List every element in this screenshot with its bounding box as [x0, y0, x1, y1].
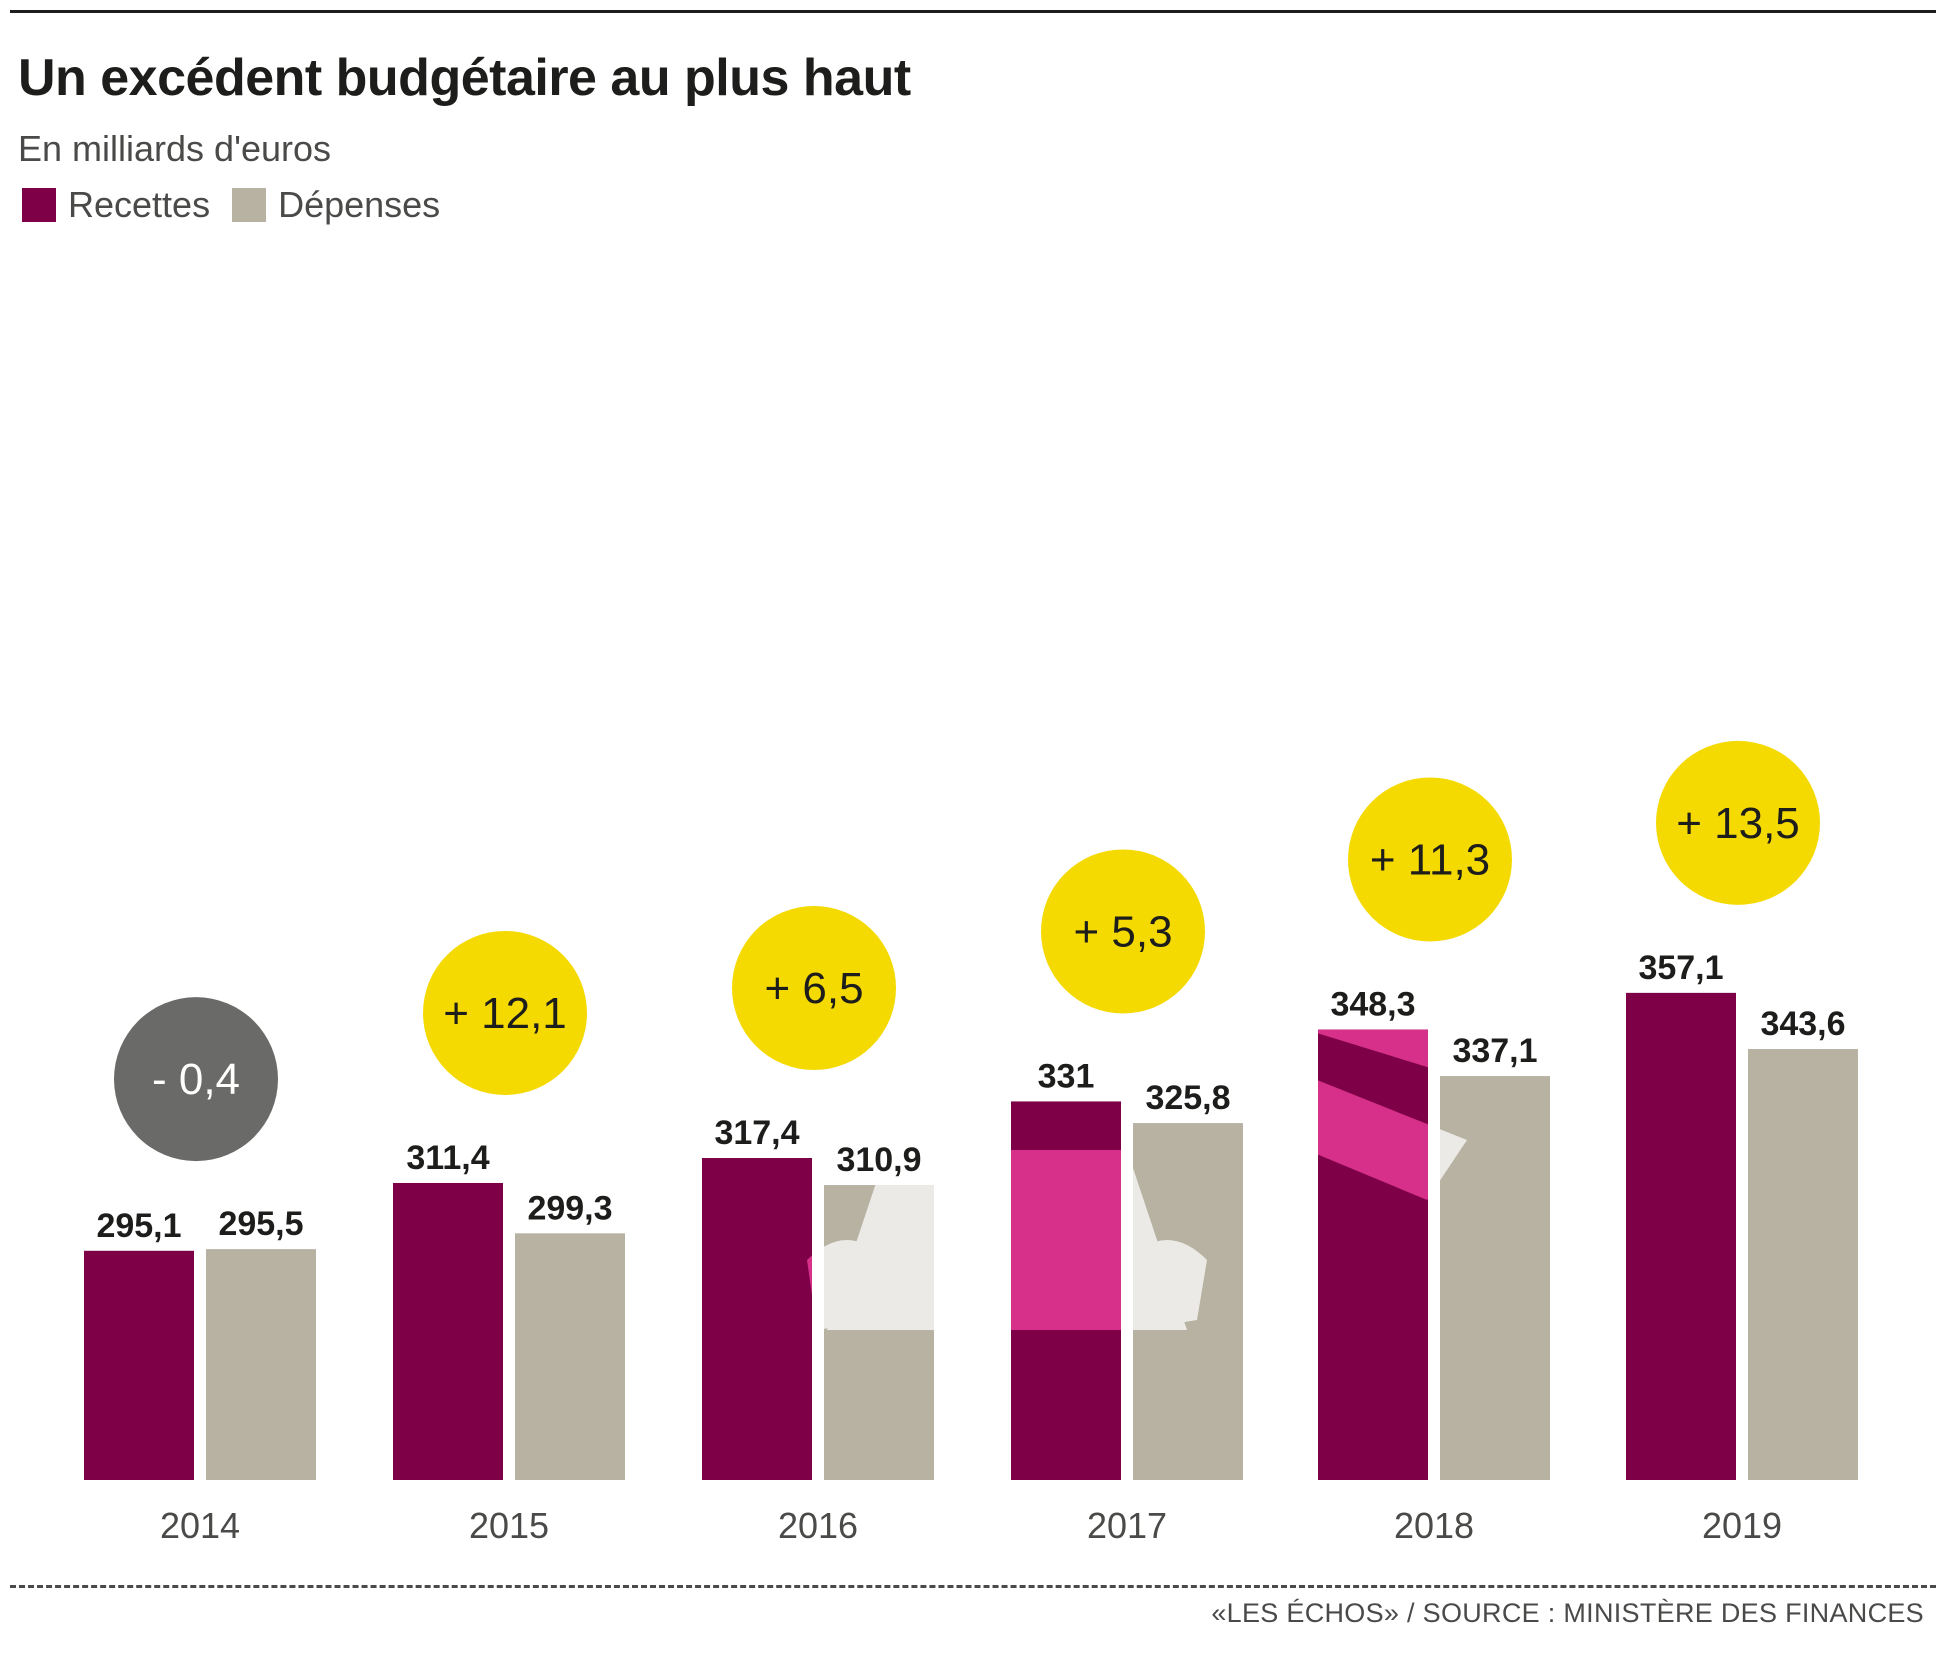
source-credit: «LES ÉCHOS» / SOURCE : MINISTÈRE DES FIN… [1211, 1598, 1924, 1628]
value-label-depenses-2017: 325,8 [1145, 1079, 1230, 1117]
bar-recettes-2014 [84, 1250, 194, 1480]
x-tick-2016: 2016 [778, 1505, 858, 1546]
legend-label-recettes: Recettes [68, 184, 211, 225]
legend: Recettes Dépenses [22, 184, 440, 226]
balance-circle-2016 [732, 906, 896, 1071]
value-label-recettes-2019: 357,1 [1638, 949, 1723, 987]
x-tick-2015: 2015 [469, 1505, 549, 1546]
bar-depenses-2014 [206, 1249, 316, 1480]
value-label-depenses-2018: 337,1 [1452, 1032, 1537, 1070]
value-label-recettes-2015: 311,4 [406, 1139, 489, 1177]
emblem-eagle-part [1127, 1240, 1207, 1330]
x-tick-2018: 2018 [1394, 1505, 1474, 1546]
value-label-depenses-2014: 295,5 [218, 1205, 303, 1243]
emblem-eagle-part [557, 690, 877, 810]
balance-circle-2018 [1348, 777, 1512, 942]
balance-circle-2019 [1656, 740, 1820, 905]
balance-label-2018: + 11,3 [1370, 835, 1490, 884]
x-tick-2014: 2014 [160, 1505, 240, 1546]
value-label-depenses-2019: 343,6 [1760, 1005, 1845, 1043]
bar-recettes-2016 [702, 1158, 812, 1480]
top-rule [10, 10, 1936, 13]
bar-recettes-2019 [1626, 992, 1736, 1480]
bar-depenses-2015 [515, 1233, 625, 1480]
legend-item-depenses: Dépenses [232, 184, 440, 226]
balance-circle-2017 [1041, 849, 1205, 1014]
balance-label-2015: + 12,1 [443, 989, 567, 1038]
legend-swatch-recettes [22, 188, 56, 222]
balance-label-2014: - 0,4 [152, 1055, 240, 1104]
value-label-recettes-2017: 331 [1038, 1057, 1095, 1095]
value-label-recettes-2016: 317,4 [714, 1114, 799, 1152]
bottom-dashed-rule [10, 1585, 1936, 1588]
value-label-recettes-2014: 295,1 [96, 1207, 181, 1245]
legend-swatch-depenses [232, 188, 267, 222]
chart-title: Un excédent budgétaire au plus haut [18, 49, 911, 107]
value-label-recettes-2018: 348,3 [1330, 985, 1415, 1023]
x-tick-2017: 2017 [1087, 1505, 1167, 1546]
x-tick-2019: 2019 [1702, 1505, 1782, 1546]
value-label-depenses-2015: 299,3 [527, 1189, 612, 1227]
legend-item-recettes: Recettes [22, 184, 210, 226]
emblem-eagle-part [557, 690, 877, 810]
emblem-eagle-part [1157, 1029, 1428, 1070]
balance-label-2016: + 6,5 [764, 964, 863, 1013]
chart-subtitle: En milliards d'euros [18, 128, 331, 169]
emblem-eagle-part [807, 1240, 887, 1330]
legend-label-depenses: Dépenses [278, 184, 441, 225]
balance-circle-2015 [423, 930, 587, 1095]
emblem-eagle-part [947, 600, 1069, 718]
bar-depenses-2019 [1748, 1049, 1858, 1480]
emblem-eagle-part [947, 600, 1069, 718]
balance-label-2019: + 13,5 [1676, 799, 1800, 848]
balance-circle-2014 [114, 997, 278, 1162]
balance-label-2017: + 5,3 [1073, 907, 1172, 956]
bar-recettes-2015 [393, 1182, 503, 1480]
value-label-depenses-2016: 310,9 [836, 1141, 921, 1179]
